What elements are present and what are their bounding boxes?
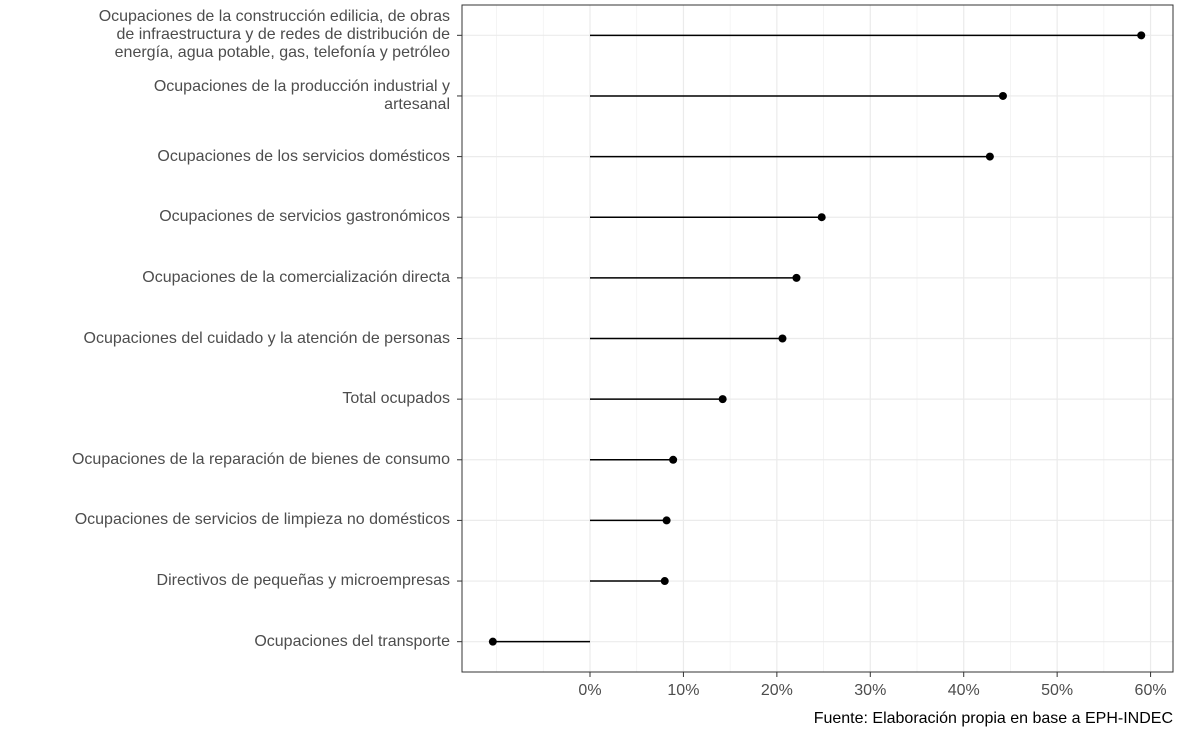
y-tick-label: Ocupaciones del cuidado y la atención de… [83,329,450,347]
y-tick-label: Ocupaciones de la reparación de bienes d… [71,450,450,468]
y-tick-label: Directivos de pequeñas y microempresas [156,572,450,590]
y-tick-label: Total ocupados [342,390,450,408]
point [718,395,727,404]
x-tick-label: 50% [1041,682,1073,699]
y-tick-label: Ocupaciones de la construcción edilicia,… [98,8,450,62]
caption: Fuente: Elaboración propia en base a EPH… [813,710,1173,727]
y-tick-label: Ocupaciones de servicios gastronómicos [159,208,450,226]
point [985,152,994,161]
x-tick-label: 60% [1135,682,1167,699]
point [778,334,787,343]
point [792,273,801,282]
point [669,455,678,464]
x-tick-label: 30% [854,682,886,699]
point [817,213,826,222]
y-tick-label: Ocupaciones de la producción industrial … [153,77,450,113]
point [660,577,669,586]
point [488,637,497,646]
point [998,91,1007,100]
point [662,516,671,525]
x-tick-label: 0% [578,682,601,699]
y-tick-label: Ocupaciones de la comercialización direc… [142,268,450,286]
point [1137,31,1146,40]
y-tick-label: Ocupaciones de los servicios domésticos [157,147,450,165]
x-tick-label: 40% [948,682,980,699]
y-tick-label: Ocupaciones del transporte [254,632,450,650]
x-tick-label: 20% [761,682,793,699]
x-tick-label: 10% [667,682,699,699]
y-tick-label: Ocupaciones de servicios de limpieza no … [74,511,450,529]
